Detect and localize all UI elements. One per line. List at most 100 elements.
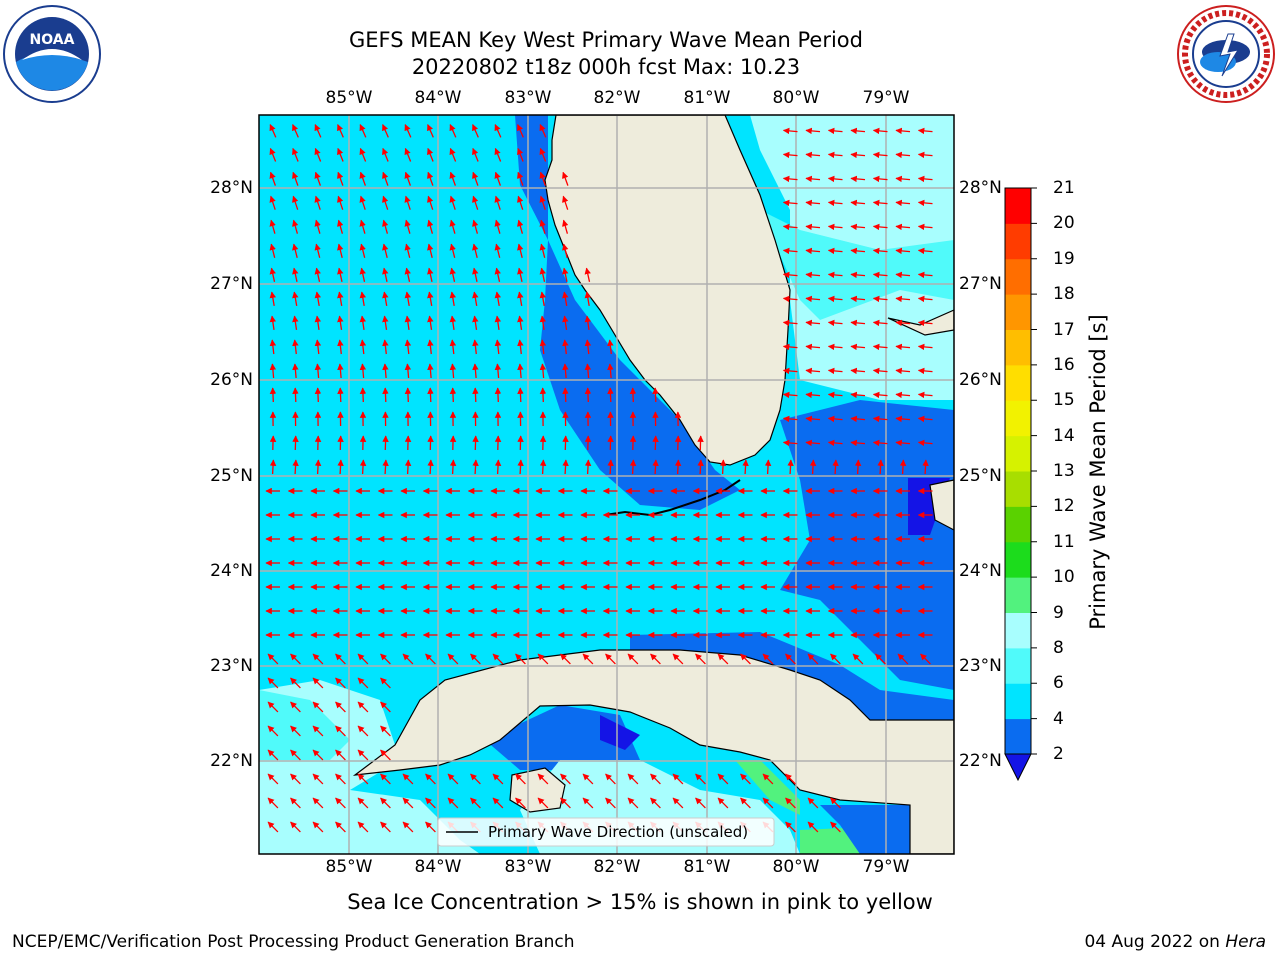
- wave-direction-arrow: [584, 291, 592, 307]
- florida-keys: [604, 479, 741, 517]
- colorbar-segment: [1005, 188, 1031, 224]
- wave-direction-arrow: [470, 773, 481, 785]
- wave-direction-arrow: [872, 295, 888, 303]
- wave-direction-arrow: [404, 363, 412, 379]
- wave-direction-arrow: [872, 391, 888, 399]
- wave-direction-arrow: [337, 267, 344, 282]
- wave-direction-arrow: [922, 459, 929, 475]
- wave-direction-arrow: [382, 363, 389, 379]
- wave-direction-arrow: [872, 271, 888, 279]
- wave-direction-arrow: [782, 391, 798, 399]
- wave-direction-arrow: [337, 363, 344, 379]
- wave-direction-arrow: [290, 677, 301, 689]
- wave-direction-arrow: [312, 773, 324, 785]
- wave-direction-arrow: [427, 291, 434, 307]
- wave-direction-arrow: [764, 459, 772, 475]
- wave-direction-arrow: [472, 339, 479, 355]
- map-plot-area: Primary Wave Direction (unscaled): [259, 115, 954, 854]
- wave-direction-arrow: [850, 319, 866, 327]
- sea-field-6-8-sw: [259, 690, 350, 760]
- wave-direction-arrow: [607, 363, 614, 379]
- wave-direction-arrow: [337, 124, 344, 138]
- wave-direction-arrow: [850, 151, 866, 159]
- wave-direction-arrow: [782, 367, 798, 375]
- wave-direction-arrow: [850, 391, 866, 399]
- wave-direction-arrow: [695, 797, 706, 809]
- wave-direction-arrow: [449, 291, 457, 307]
- wave-direction-arrow: [539, 291, 547, 307]
- wave-direction-arrow: [494, 195, 501, 210]
- wave-direction-arrow: [472, 363, 479, 379]
- map-frame: [258, 114, 955, 855]
- wave-direction-arrow: [449, 267, 456, 282]
- wave-direction-arrow: [672, 773, 684, 785]
- wave-direction-arrow: [380, 821, 391, 833]
- wave-direction-arrow: [539, 387, 547, 403]
- wave-direction-arrow: [605, 773, 616, 785]
- wave-direction-arrow: [359, 195, 366, 210]
- wave-direction-arrow: [470, 653, 481, 665]
- wave-direction-arrow: [805, 199, 821, 207]
- wave-direction-arrow: [562, 243, 569, 258]
- wave-direction-arrow: [382, 291, 389, 307]
- wave-direction-arrow: [267, 821, 279, 833]
- colorbar-tick-label: 18: [1053, 284, 1075, 305]
- wave-direction-arrow: [292, 147, 299, 162]
- wave-direction-arrow: [427, 219, 434, 234]
- wave-direction-arrow: [267, 773, 279, 785]
- wave-direction-arrow: [314, 339, 322, 355]
- footer-host: Hera: [1225, 932, 1266, 952]
- wave-direction-arrow: [782, 175, 798, 183]
- lat-label-left: 25°N: [210, 466, 253, 486]
- wave-direction-arrow: [292, 459, 299, 475]
- wave-direction-arrow: [312, 677, 324, 689]
- colorbar-frame: [1004, 187, 1032, 755]
- wave-direction-arrow: [494, 291, 502, 307]
- wave-direction-arrow: [269, 195, 276, 210]
- wave-direction-arrow: [449, 124, 457, 138]
- wave-direction-arrow: [359, 267, 366, 282]
- wave-direction-arrow: [805, 271, 821, 279]
- map-title: GEFS MEAN Key West Primary Wave Mean Per…: [349, 28, 863, 52]
- wave-direction-arrow: [425, 797, 436, 809]
- wave-direction-arrow: [335, 653, 346, 665]
- wave-direction-arrow: [897, 653, 909, 665]
- wave-direction-arrow: [382, 195, 389, 210]
- wave-direction-arrow: [494, 219, 501, 234]
- wave-direction-arrow: [872, 439, 888, 447]
- wave-direction-arrow: [740, 773, 751, 785]
- wave-direction-arrow: [314, 459, 322, 475]
- wave-direction-arrow: [494, 387, 502, 403]
- wave-direction-arrow: [517, 315, 524, 330]
- wave-direction-arrow: [267, 797, 279, 809]
- wave-direction-arrow: [872, 247, 888, 255]
- wave-direction-arrow: [337, 147, 344, 162]
- wave-direction-arrow: [404, 171, 412, 186]
- wave-direction-arrow: [895, 223, 911, 231]
- wave-direction-arrow: [427, 147, 434, 162]
- wave-direction-arrow: [539, 195, 546, 210]
- wave-direction-arrow: [899, 459, 907, 475]
- wave-direction-arrow: [337, 387, 344, 403]
- wave-direction-arrow: [515, 653, 526, 665]
- wave-direction-arrow: [830, 821, 841, 833]
- wave-direction-arrow: [562, 267, 569, 282]
- colorbar-segment: [1005, 506, 1031, 543]
- wave-direction-arrow: [269, 147, 277, 162]
- wave-direction-arrow: [357, 653, 369, 665]
- wave-direction-arrow: [805, 127, 821, 135]
- wave-direction-arrow: [292, 387, 299, 403]
- wave-direction-arrow: [805, 247, 821, 255]
- wave-direction-arrow: [895, 343, 911, 351]
- wave-direction-arrow: [269, 459, 277, 475]
- colorbar-segment: [1005, 258, 1031, 295]
- wave-direction-arrow: [872, 415, 888, 423]
- wave-direction-arrow: [292, 315, 299, 330]
- lat-label-left: 26°N: [210, 370, 253, 390]
- wave-direction-arrow: [404, 267, 411, 282]
- wave-direction-arrow: [290, 821, 301, 833]
- wave-direction-arrow: [470, 797, 481, 809]
- wave-direction-arrow: [917, 271, 933, 279]
- wave-direction-arrow: [314, 147, 322, 162]
- wave-direction-arrow: [404, 195, 411, 210]
